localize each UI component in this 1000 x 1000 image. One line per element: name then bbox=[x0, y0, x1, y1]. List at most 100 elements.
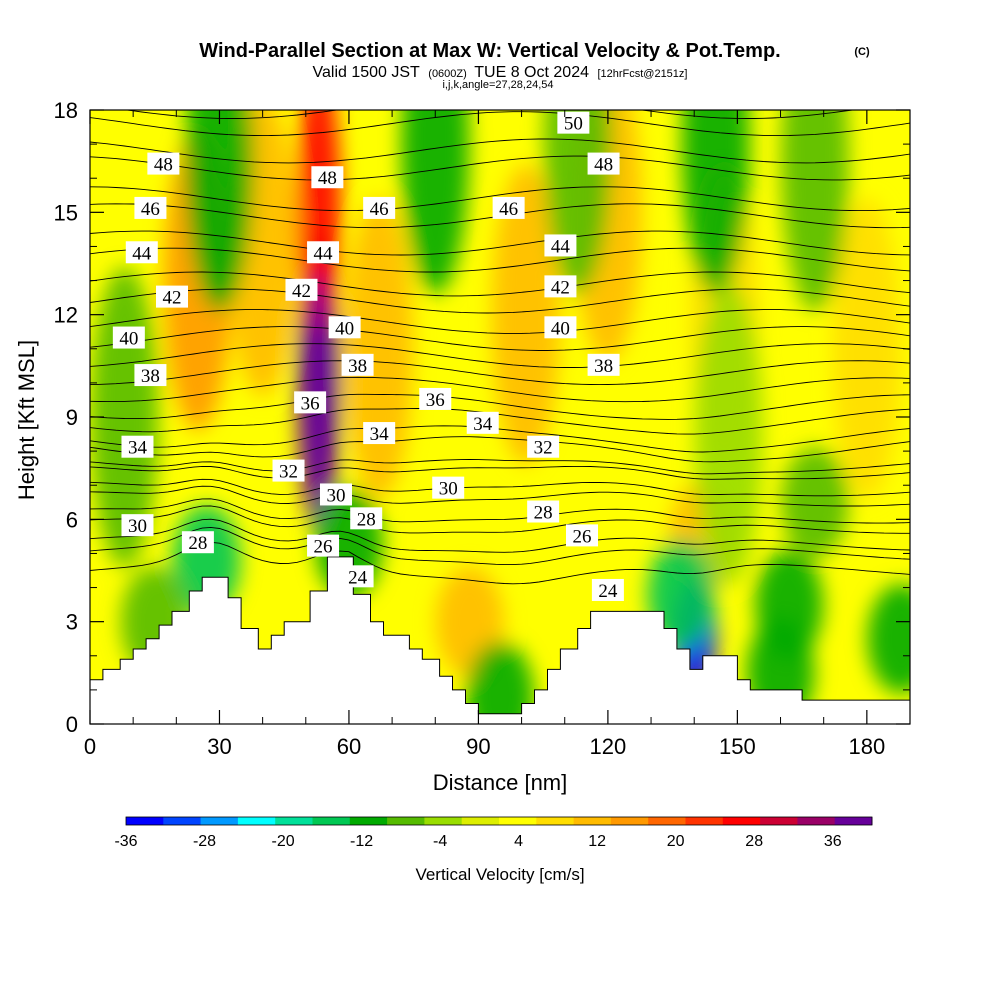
contour-label-box bbox=[307, 241, 340, 264]
colorbar-swatch bbox=[349, 817, 388, 825]
contour-label: 46 bbox=[492, 196, 525, 220]
contour-label-text: 38 bbox=[348, 356, 367, 377]
colorbar-tick-label: 12 bbox=[588, 833, 606, 850]
contour-label: 24 bbox=[591, 578, 624, 602]
contour-label-text: 46 bbox=[499, 199, 518, 220]
isentrope-line bbox=[90, 138, 910, 164]
contour-label-box bbox=[341, 565, 374, 588]
contour-labels: 4846444240383430283236424448302624284038… bbox=[112, 111, 624, 602]
contour-label: 32 bbox=[272, 459, 305, 483]
colorbar-swatch bbox=[722, 817, 761, 825]
isentrope-line bbox=[90, 459, 910, 475]
copyright-mark: (C) bbox=[854, 46, 870, 58]
contour-label-box bbox=[544, 275, 577, 298]
valid-date: TUE 8 Oct 2024 bbox=[474, 64, 589, 81]
colorbar-swatch bbox=[275, 817, 313, 825]
contour-label: 42 bbox=[285, 278, 318, 302]
contour-label-text: 26 bbox=[314, 537, 333, 558]
terrain-mask bbox=[90, 556, 910, 724]
y-tick-label: 6 bbox=[66, 507, 78, 532]
contour-label: 34 bbox=[121, 435, 154, 459]
colorbar-swatch bbox=[461, 817, 500, 825]
contour-label-box bbox=[557, 111, 590, 134]
isentrope-line bbox=[90, 247, 910, 273]
contour-label-box bbox=[320, 483, 352, 506]
colorbar-tick-label: 20 bbox=[667, 833, 685, 850]
x-tick-label: 0 bbox=[84, 734, 96, 759]
contour-label-text: 36 bbox=[301, 393, 320, 414]
isentrope-line bbox=[90, 360, 910, 386]
isentrope-line bbox=[123, 110, 856, 119]
contour-label-box bbox=[587, 152, 620, 175]
y-tick-label: 0 bbox=[66, 712, 78, 737]
contour-label: 38 bbox=[134, 364, 167, 387]
contour-label-box bbox=[134, 364, 167, 387]
forecast-note: [12hrFcst@2151z] bbox=[597, 68, 687, 80]
w-feature bbox=[781, 447, 850, 558]
contour-label: 42 bbox=[544, 275, 577, 298]
contour-label: 46 bbox=[363, 196, 396, 220]
w-feature-core bbox=[306, 272, 331, 493]
contour-label-box bbox=[272, 459, 305, 482]
contour-label-box bbox=[363, 422, 396, 445]
isentrope-line bbox=[90, 425, 910, 453]
contour-label-box bbox=[527, 500, 560, 523]
contour-label: 40 bbox=[112, 326, 145, 350]
contour-label-box bbox=[566, 524, 598, 547]
isentrope-line bbox=[90, 485, 910, 507]
contour-label-box bbox=[121, 435, 154, 458]
contour-label-box bbox=[311, 166, 344, 189]
colorbar-swatch bbox=[648, 817, 686, 825]
contour-label-text: 26 bbox=[573, 526, 592, 547]
y-tick-label: 15 bbox=[54, 200, 78, 225]
contour-label-text: 24 bbox=[598, 581, 618, 602]
isentrope-line bbox=[90, 271, 910, 297]
contour-label-box bbox=[294, 391, 327, 414]
colorbar-swatch bbox=[200, 817, 239, 825]
colorbar-tick-label: -36 bbox=[114, 833, 137, 850]
x-tick-label: 150 bbox=[719, 734, 756, 759]
contour-label: 44 bbox=[307, 241, 340, 264]
contour-label-text: 40 bbox=[335, 318, 354, 339]
contour-label: 30 bbox=[320, 483, 352, 506]
contour-label-box bbox=[328, 316, 361, 339]
colorbar-title: Vertical Velocity [cm/s] bbox=[415, 865, 584, 884]
valid-prefix: Valid 1500 JST bbox=[313, 64, 421, 81]
contour-label-text: 42 bbox=[292, 281, 311, 302]
isentrope-line bbox=[90, 288, 910, 314]
w-feature bbox=[867, 583, 910, 694]
contour-label-box bbox=[466, 411, 499, 434]
w-feature bbox=[781, 110, 850, 312]
contour-label: 26 bbox=[307, 534, 340, 558]
colorbar-swatch bbox=[424, 817, 463, 825]
contour-label-text: 38 bbox=[594, 356, 613, 377]
contour-label: 30 bbox=[121, 514, 154, 537]
colorbar-swatch bbox=[536, 817, 575, 825]
y-axis-label: Height [Kft MSL] bbox=[14, 340, 39, 500]
x-tick-label: 90 bbox=[466, 734, 490, 759]
contour-label: 26 bbox=[566, 524, 598, 547]
contour-label-text: 28 bbox=[357, 509, 376, 530]
contour-label-box bbox=[544, 316, 577, 339]
contour-label-text: 48 bbox=[154, 155, 173, 176]
colorbar-tick-label: 4 bbox=[514, 833, 523, 850]
contour-label: 42 bbox=[156, 285, 188, 309]
contour-label-box bbox=[587, 353, 620, 376]
contour-label-text: 30 bbox=[327, 485, 346, 506]
contour-label-box bbox=[350, 507, 383, 530]
contour-label-box bbox=[121, 514, 154, 537]
contour-label-box bbox=[156, 285, 188, 308]
isentrope-line bbox=[90, 498, 910, 524]
colorbar-swatch bbox=[797, 817, 836, 825]
colorbar-swatch bbox=[685, 817, 724, 825]
colorbar-tick-label: -20 bbox=[271, 833, 294, 850]
contour-label-box bbox=[591, 578, 624, 601]
colorbar-swatch bbox=[834, 817, 873, 825]
contour-label: 28 bbox=[181, 531, 214, 554]
contour-label: 30 bbox=[432, 476, 465, 500]
colorbar-swatch bbox=[163, 817, 202, 825]
contour-label: 48 bbox=[311, 166, 344, 189]
colorbar-swatch bbox=[312, 817, 351, 825]
